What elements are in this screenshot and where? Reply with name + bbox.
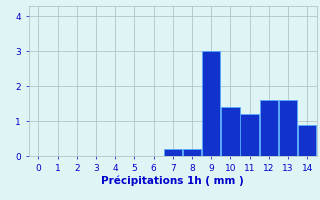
Bar <box>298 125 316 156</box>
Bar <box>260 100 278 156</box>
Bar <box>221 107 239 156</box>
Bar <box>241 114 259 156</box>
Bar <box>202 51 220 156</box>
Bar <box>164 149 182 156</box>
Bar <box>279 100 297 156</box>
Bar <box>183 149 201 156</box>
X-axis label: Précipitations 1h ( mm ): Précipitations 1h ( mm ) <box>101 175 244 186</box>
